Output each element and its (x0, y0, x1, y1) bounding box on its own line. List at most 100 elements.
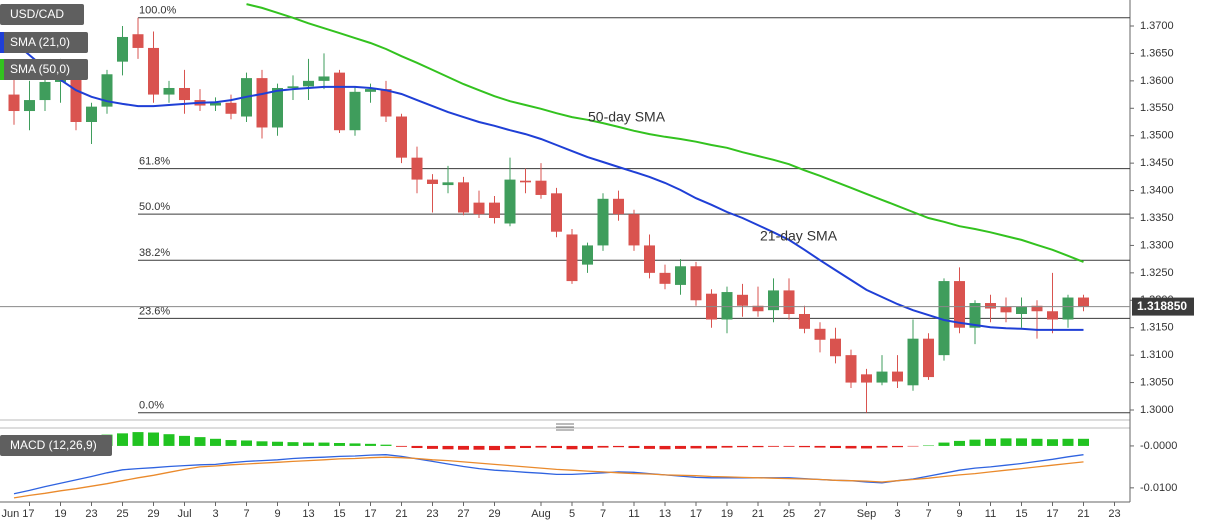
macd-histogram-bar (861, 445, 872, 449)
candle-body (799, 313, 810, 329)
macd-histogram-bar (365, 443, 376, 446)
candle-body (179, 87, 190, 101)
x-tick-label: Jul (177, 508, 191, 520)
candle-body (1047, 311, 1058, 320)
candle-body (8, 94, 20, 112)
candle-body (148, 47, 159, 95)
macd-histogram-bar (535, 445, 547, 448)
candle-body (396, 116, 407, 158)
x-tick-label: 9 (274, 508, 280, 520)
x-tick-label: 7 (925, 508, 931, 520)
candle-body (458, 182, 469, 213)
macd-histogram-bar (923, 445, 934, 447)
candle-body (318, 76, 330, 81)
y-tick-label: 1.3350 (1140, 212, 1174, 224)
legend-swatch (0, 59, 4, 80)
x-tick-label: Aug (531, 508, 551, 520)
x-tick-label: 17 (690, 508, 702, 520)
macd-histogram-bar (721, 445, 733, 448)
legend-item: SMA (50,0) (0, 59, 88, 80)
macd-histogram-bar (659, 445, 671, 450)
macd-histogram-bar (427, 445, 438, 449)
macd-histogram-bar (504, 445, 516, 449)
x-tick-label: 23 (85, 508, 97, 520)
candle-body (907, 338, 919, 386)
macd-line (13, 456, 1084, 499)
x-tick-label: 7 (243, 508, 249, 520)
y-tick-label: 1.3500 (1140, 130, 1174, 142)
legend-box (0, 59, 88, 80)
macd-histogram-bar (241, 440, 252, 446)
macd-histogram-bar (272, 441, 283, 446)
macd-histogram-bar (318, 442, 330, 446)
y-tick-label: 1.3550 (1140, 102, 1174, 114)
legend-text: USD/CAD (10, 7, 64, 21)
candle-body (86, 106, 97, 122)
macd-histogram-bar (566, 445, 578, 450)
macd-histogram-bar (1062, 438, 1074, 446)
candle-body (473, 202, 485, 215)
x-tick-label: 9 (956, 508, 962, 520)
macd-histogram-bar (985, 438, 996, 446)
macd-histogram-bar (1016, 438, 1027, 446)
candle-body (535, 180, 547, 195)
macd-histogram-bar (830, 445, 841, 449)
candle-body (1078, 297, 1089, 307)
candle-body (24, 100, 35, 112)
x-tick-label: 23 (426, 508, 438, 520)
macd-histogram-bar (706, 445, 717, 449)
macd-histogram-bar (814, 445, 826, 448)
macd-histogram-bar (675, 445, 686, 449)
macd-histogram-bar (132, 432, 144, 446)
x-tick-label: 27 (457, 508, 469, 520)
fib-label: 0.0% (139, 400, 164, 412)
candle-body (1016, 306, 1027, 314)
last-price-label: 1.318850 (1137, 299, 1187, 313)
macd-histogram-bar (411, 445, 423, 449)
candle-body (256, 78, 268, 128)
legend-text: SMA (21,0) (10, 35, 70, 49)
candle-body (938, 281, 950, 356)
x-tick-label: 21 (1077, 508, 1089, 520)
x-tick-label: 23 (1108, 508, 1120, 520)
x-tick-label: 13 (302, 508, 314, 520)
candle-body (411, 157, 423, 180)
candle-body (489, 202, 500, 218)
x-tick-label: 19 (54, 508, 66, 520)
y-tick-label: 1.3100 (1140, 349, 1174, 361)
macd-histogram-bar (954, 440, 965, 446)
macd-histogram-bar (380, 444, 392, 446)
x-tick-label: 11 (985, 508, 996, 520)
macd-histogram-bar (613, 445, 624, 448)
x-tick-label: 11 (628, 508, 639, 520)
candle-body (845, 355, 857, 383)
indicator-label: MACD (12,26,9) (0, 435, 112, 456)
legend-box (0, 4, 84, 25)
macd-histogram-bar (799, 445, 810, 448)
fib-label: 50.0% (139, 201, 170, 213)
legend-swatch (0, 32, 4, 53)
macd-histogram-bar (783, 445, 795, 447)
candle-body (1062, 297, 1074, 320)
y-tick-label: 1.3050 (1140, 376, 1174, 388)
macd-histogram-bar (473, 445, 485, 450)
macd-histogram-bar (225, 440, 237, 446)
macd-histogram-bar (644, 445, 655, 449)
fib-label: 38.2% (139, 247, 170, 259)
candle-body (132, 34, 144, 48)
macd-histogram-bar (628, 445, 640, 449)
candle-body (1031, 305, 1043, 312)
macd-histogram-bar (845, 445, 857, 449)
resize-handle[interactable] (556, 423, 574, 431)
candle-body (427, 179, 438, 184)
macd-histogram-bar (938, 442, 950, 446)
candle-body (101, 74, 113, 107)
candle-body (163, 87, 175, 95)
macd-histogram-bar (1047, 439, 1058, 446)
macd-histogram-bar (117, 433, 128, 446)
candle-body (39, 81, 51, 101)
candle-body (954, 281, 965, 328)
candle-body (365, 89, 376, 92)
macd-histogram-bar (892, 445, 903, 448)
candle-body (768, 290, 779, 311)
